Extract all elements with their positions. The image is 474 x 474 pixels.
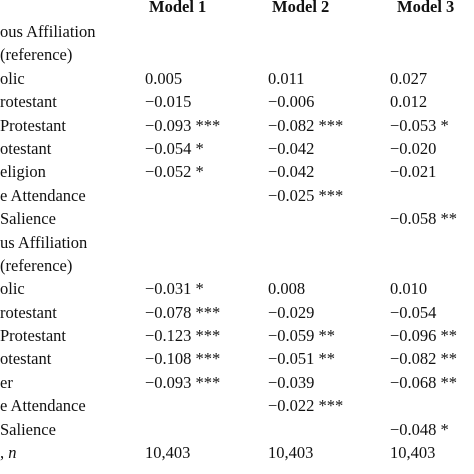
cell-model-3: 0.027 [390, 68, 428, 88]
cell-model-3: −0.021 [390, 162, 437, 182]
column-header-model-3: Model 3 [397, 0, 455, 16]
cell-model-2: −0.042 [268, 162, 315, 182]
cell-model-3: 10,403 [390, 443, 436, 463]
row-label: (reference) [0, 45, 73, 65]
cell-model-1: 10,403 [145, 443, 191, 463]
cell-model-2: −0.082 *** [268, 115, 344, 135]
row-label: Protestant [0, 115, 66, 135]
cell-model-3: −0.068 ** [390, 372, 458, 392]
table-header-row: Model 1 Model 2 Model 3 [0, 0, 474, 20]
table-row: e Attendance −0.025 *** [0, 184, 474, 207]
cell-model-3: −0.053 * [390, 115, 449, 135]
cell-model-2: −0.029 [268, 302, 315, 322]
cell-model-3: −0.048 * [390, 419, 449, 439]
table-row: otestant −0.054 * −0.042 −0.020 [0, 137, 474, 160]
row-label: us Affiliation [0, 232, 88, 252]
row-label: rotestant [0, 302, 57, 322]
row-label: ous Affiliation [0, 22, 96, 41]
table-row: olic 0.005 0.011 0.027 [0, 67, 474, 90]
row-label: , n [0, 443, 17, 463]
cell-model-2: −0.006 [268, 92, 315, 112]
table-row: otestant −0.108 *** −0.051 ** −0.082 ** [0, 347, 474, 370]
cell-model-3: −0.020 [390, 138, 437, 158]
cell-model-1: −0.052 * [145, 162, 204, 182]
table-body: ous Affiliation (reference) olic 0.005 0.011… [0, 20, 474, 464]
cell-model-2: 10,403 [268, 443, 314, 463]
cell-model-1: −0.078 *** [145, 302, 221, 322]
regression-table: Model 1 Model 2 Model 3 ous Affiliation (… [0, 0, 474, 464]
table-row: Protestant −0.093 *** −0.082 *** −0.053 * [0, 114, 474, 137]
cell-model-3: −0.054 [390, 302, 437, 322]
row-label: otestant [0, 349, 52, 369]
cell-model-2: −0.025 *** [268, 185, 344, 205]
cell-model-2: −0.022 *** [268, 396, 344, 416]
table-row: rotestant −0.015 −0.006 0.012 [0, 90, 474, 113]
cell-model-3: −0.096 ** [390, 326, 458, 346]
row-label: e Attendance [0, 396, 86, 416]
cell-model-2: −0.042 [268, 138, 315, 158]
table-row: eligion −0.052 * −0.042 −0.021 [0, 160, 474, 183]
cell-model-1: −0.123 *** [145, 326, 221, 346]
cell-model-1: −0.054 * [145, 138, 204, 158]
cell-model-1: −0.031 * [145, 279, 204, 299]
table-row: us Affiliation [0, 231, 474, 254]
cell-model-3: 0.012 [390, 92, 428, 112]
cell-model-3: −0.058 ** [390, 209, 458, 229]
cell-model-3: −0.082 ** [390, 349, 458, 369]
table-row: rotestant −0.078 *** −0.029 −0.054 [0, 301, 474, 324]
row-label: olic [0, 279, 25, 299]
n-symbol: n [8, 443, 17, 463]
cell-model-2: 0.008 [268, 279, 306, 299]
table-row: olic −0.031 * 0.008 0.010 [0, 277, 474, 300]
row-label: (reference) [0, 255, 73, 275]
cell-model-3: 0.010 [390, 279, 428, 299]
row-label: e Attendance [0, 185, 86, 205]
row-label: olic [0, 68, 25, 88]
cell-model-2: −0.039 [268, 372, 315, 392]
row-label: otestant [0, 138, 52, 158]
column-header-model-2: Model 2 [272, 0, 330, 16]
row-label: Salience [0, 419, 56, 439]
cell-model-1: −0.108 *** [145, 349, 221, 369]
table-row: Protestant −0.123 *** −0.059 ** −0.096 ** [0, 324, 474, 347]
column-header-model-1: Model 1 [149, 0, 207, 16]
table-row: e Attendance −0.022 *** [0, 394, 474, 417]
table-row: , n 10,403 10,403 10,403 [0, 441, 474, 464]
cell-model-1: −0.093 *** [145, 115, 221, 135]
cell-model-2: −0.051 ** [268, 349, 336, 369]
table-row: er −0.093 *** −0.039 −0.068 ** [0, 371, 474, 394]
row-label: Salience [0, 209, 56, 229]
row-label: eligion [0, 162, 46, 182]
table-row: Salience −0.058 ** [0, 207, 474, 230]
table-row: ous Affiliation [0, 20, 474, 43]
table-row: (reference) [0, 254, 474, 277]
table-row: Salience −0.048 * [0, 418, 474, 441]
cell-model-2: 0.011 [268, 68, 305, 88]
row-label: rotestant [0, 92, 57, 112]
table-row: (reference) [0, 43, 474, 66]
row-label: Protestant [0, 326, 66, 346]
cell-model-1: 0.005 [145, 68, 183, 88]
cell-model-1: −0.015 [145, 92, 192, 112]
cell-model-1: −0.093 *** [145, 372, 221, 392]
row-label: er [0, 372, 13, 392]
cell-model-2: −0.059 ** [268, 326, 336, 346]
